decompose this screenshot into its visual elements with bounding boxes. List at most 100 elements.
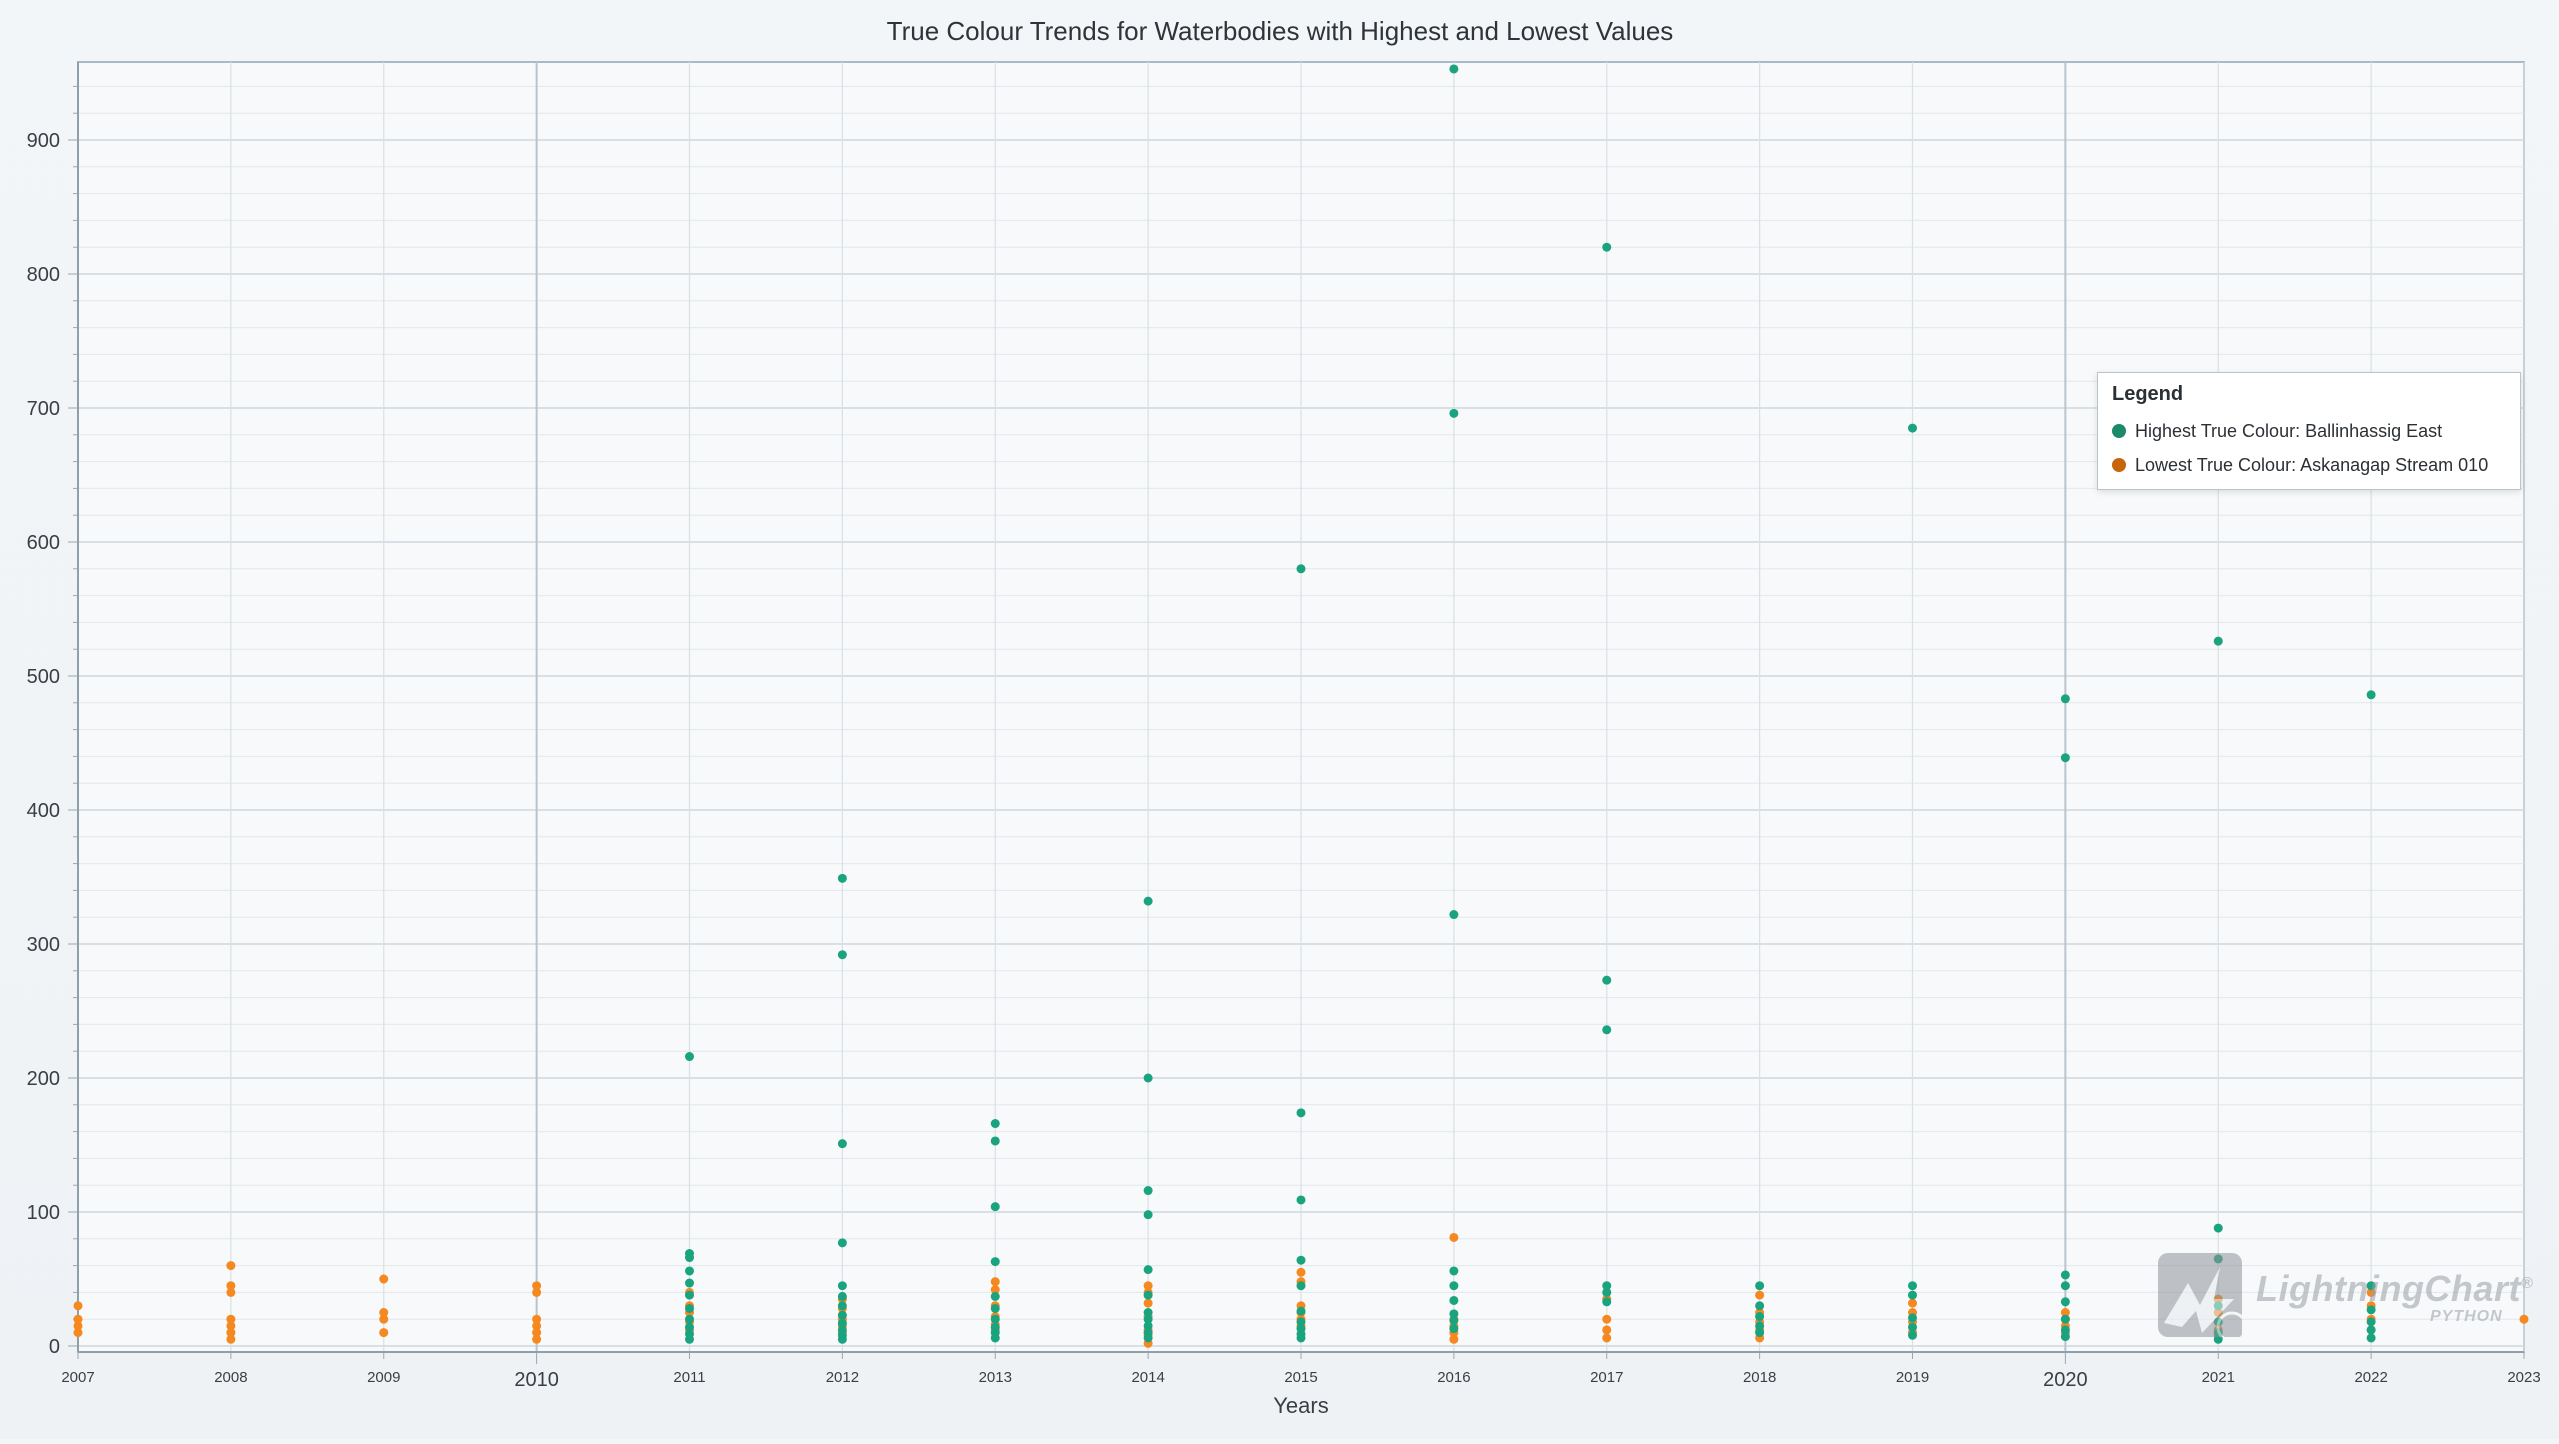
point-highest[interactable] (2060, 1314, 2070, 1324)
point-highest[interactable] (1755, 1281, 1765, 1291)
point-highest[interactable] (1449, 1266, 1459, 1276)
point-highest[interactable] (1143, 1210, 1153, 1220)
point-highest[interactable] (837, 1310, 847, 1320)
point-highest[interactable] (685, 1290, 694, 1300)
point-lowest[interactable] (226, 1287, 236, 1297)
point-highest[interactable] (1755, 1328, 1765, 1338)
point-highest[interactable] (1143, 1321, 1153, 1331)
point-highest[interactable] (1143, 1290, 1153, 1300)
point-highest[interactable] (1143, 1333, 1153, 1343)
point-highest[interactable] (1908, 1290, 1917, 1300)
point-highest[interactable] (685, 1334, 694, 1344)
point-highest[interactable] (990, 1314, 1000, 1324)
point-highest[interactable] (2366, 1305, 2376, 1315)
point-highest[interactable] (685, 1314, 694, 1324)
point-highest[interactable] (685, 1303, 694, 1313)
point-highest[interactable] (2060, 1332, 2070, 1342)
point-highest[interactable] (1143, 1314, 1153, 1324)
point-lowest[interactable] (379, 1328, 389, 1338)
point-lowest[interactable] (1449, 1232, 1459, 1242)
point-lowest[interactable] (226, 1334, 236, 1344)
point-lowest[interactable] (1602, 1325, 1612, 1335)
point-lowest[interactable] (532, 1321, 542, 1331)
point-highest[interactable] (2060, 1281, 2070, 1291)
point-highest[interactable] (1602, 975, 1612, 985)
point-lowest[interactable] (1143, 1281, 1153, 1291)
point-lowest[interactable] (1143, 1298, 1153, 1308)
point-lowest[interactable] (990, 1285, 1000, 1295)
point-highest[interactable] (837, 873, 847, 883)
point-highest[interactable] (685, 1322, 694, 1332)
point-highest[interactable] (990, 1257, 1000, 1267)
point-highest[interactable] (2366, 1333, 2376, 1343)
point-highest[interactable] (1908, 1313, 1917, 1323)
point-highest[interactable] (837, 1281, 847, 1291)
point-lowest[interactable] (532, 1314, 542, 1324)
point-lowest[interactable] (2060, 1308, 2070, 1317)
point-highest[interactable] (685, 1278, 694, 1288)
point-highest[interactable] (1602, 1287, 1612, 1297)
point-highest[interactable] (837, 1139, 847, 1149)
point-lowest[interactable] (1755, 1290, 1765, 1300)
point-highest[interactable] (1296, 1317, 1306, 1327)
point-highest[interactable] (1908, 423, 1917, 433)
point-lowest[interactable] (532, 1328, 542, 1338)
point-highest[interactable] (837, 1291, 847, 1301)
point-highest[interactable] (2213, 1223, 2223, 1233)
point-lowest[interactable] (2366, 1287, 2376, 1297)
point-highest[interactable] (837, 1318, 847, 1328)
point-highest[interactable] (1296, 1108, 1306, 1118)
point-highest[interactable] (837, 950, 847, 960)
point-highest[interactable] (1908, 1330, 1917, 1340)
point-highest[interactable] (1449, 64, 1459, 74)
point-lowest[interactable] (379, 1314, 389, 1324)
point-lowest[interactable] (226, 1261, 236, 1271)
point-lowest[interactable] (73, 1328, 83, 1338)
point-highest[interactable] (1143, 1265, 1153, 1275)
point-highest[interactable] (2366, 1325, 2376, 1335)
point-highest[interactable] (1143, 1186, 1153, 1196)
point-highest[interactable] (1449, 408, 1459, 418)
legend-item-highest[interactable]: Highest True Colour: Ballinhassig East (2112, 414, 2506, 448)
point-highest[interactable] (1143, 1308, 1153, 1317)
point-highest[interactable] (1449, 910, 1459, 920)
point-lowest[interactable] (532, 1281, 542, 1291)
point-highest[interactable] (990, 1119, 1000, 1129)
point-lowest[interactable] (532, 1334, 542, 1344)
point-lowest[interactable] (73, 1314, 83, 1324)
point-highest[interactable] (990, 1136, 1000, 1146)
point-lowest[interactable] (226, 1328, 236, 1338)
point-lowest[interactable] (379, 1274, 389, 1284)
point-highest[interactable] (1908, 1322, 1917, 1332)
point-highest[interactable] (837, 1301, 847, 1311)
point-highest[interactable] (1143, 896, 1153, 906)
point-lowest[interactable] (379, 1308, 389, 1317)
point-highest[interactable] (1296, 1255, 1306, 1265)
point-highest[interactable] (2060, 1325, 2070, 1335)
point-lowest[interactable] (1602, 1314, 1612, 1324)
point-highest[interactable] (990, 1303, 1000, 1313)
point-highest[interactable] (1296, 564, 1306, 574)
point-highest[interactable] (837, 1238, 847, 1248)
point-highest[interactable] (1296, 1306, 1306, 1316)
point-lowest[interactable] (226, 1281, 236, 1291)
point-lowest[interactable] (1602, 1333, 1612, 1343)
point-lowest[interactable] (1449, 1334, 1459, 1344)
point-highest[interactable] (1755, 1321, 1765, 1331)
point-highest[interactable] (685, 1253, 694, 1263)
point-lowest[interactable] (2519, 1314, 2529, 1324)
point-highest[interactable] (1755, 1312, 1765, 1322)
point-highest[interactable] (2366, 1281, 2376, 1291)
point-lowest[interactable] (73, 1321, 83, 1331)
point-highest[interactable] (2366, 1317, 2376, 1327)
point-highest[interactable] (1296, 1333, 1306, 1343)
point-highest[interactable] (1449, 1316, 1459, 1326)
point-lowest[interactable] (990, 1277, 1000, 1287)
point-lowest[interactable] (532, 1287, 542, 1297)
point-highest[interactable] (2366, 690, 2376, 700)
point-highest[interactable] (685, 1052, 694, 1062)
point-highest[interactable] (1602, 1297, 1612, 1307)
point-highest[interactable] (1449, 1324, 1459, 1334)
point-highest[interactable] (1449, 1281, 1459, 1291)
point-highest[interactable] (1449, 1309, 1459, 1319)
